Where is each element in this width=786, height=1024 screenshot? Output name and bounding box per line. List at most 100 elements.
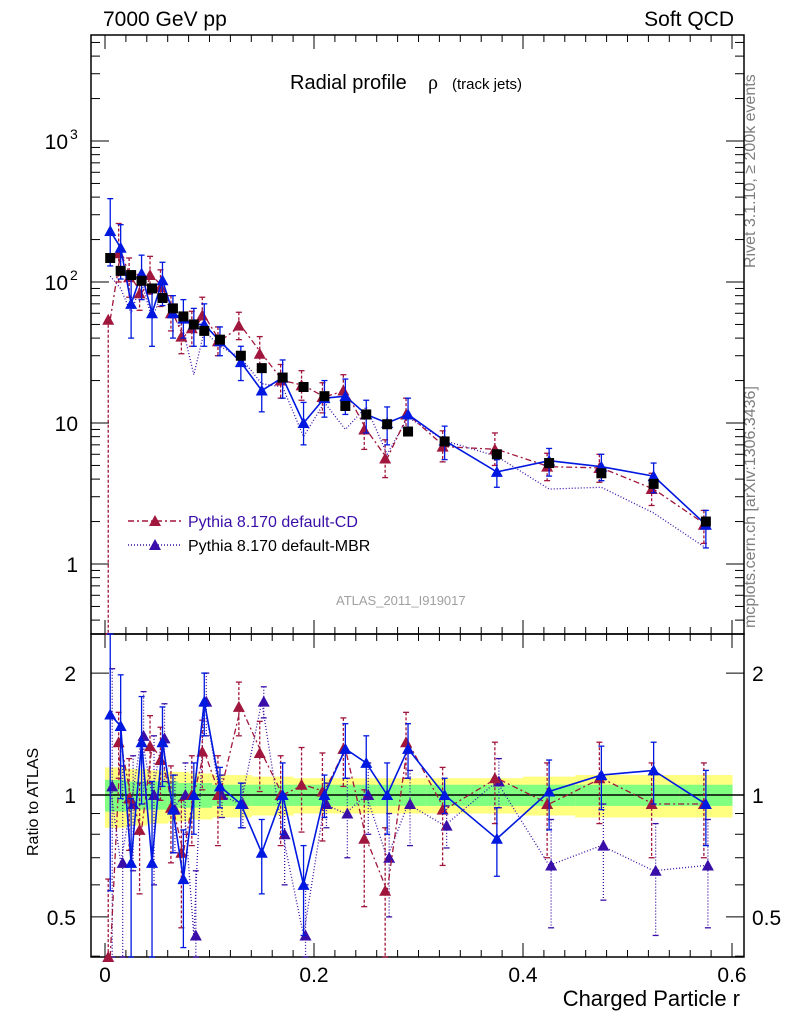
ratio-marker-mbr-dotted: [320, 798, 333, 810]
marker-data: [491, 449, 502, 460]
ratio-marker-mbr-dotted: [597, 839, 610, 851]
marker-data: [700, 516, 711, 527]
marker-data: [126, 270, 137, 281]
marker-data: [214, 334, 225, 345]
ratio-marker-mbr-dotted: [440, 819, 453, 831]
x-tick-label: 0.6: [717, 964, 746, 987]
analysis-id: ATLAS_2011_I919017: [336, 593, 466, 608]
header-right: Soft QCD: [644, 8, 734, 31]
marker-data: [544, 458, 555, 469]
ratio-marker-mbr-dotted: [383, 851, 396, 863]
ratio-marker-mbr: [647, 764, 660, 776]
uncertainty-bands: [105, 767, 733, 828]
marker-data: [157, 293, 168, 304]
ratio-y-tick-label: 2: [64, 663, 76, 686]
ratio-plot-frame: 0 0.2 0.4 0.6 0.5 0.5 1 1 2 2: [47, 633, 781, 987]
ratio-marker-cd: [436, 803, 449, 815]
legend-label-cd: Pythia 8.170 default-CD: [188, 514, 358, 531]
ratio-marker-cd: [488, 772, 501, 784]
y-tick-label: 10: [45, 272, 68, 295]
x-tick-label: 0: [99, 964, 111, 987]
ratio-marker-cd: [295, 778, 308, 790]
ratio-marker-mbr-dotted: [257, 695, 270, 707]
marker-mbr: [339, 390, 352, 402]
ratio-marker-mbr-dotted: [404, 798, 417, 810]
marker-cd: [232, 319, 245, 331]
ratio-marker-mbr: [339, 742, 352, 754]
marker-data: [277, 372, 288, 383]
ratio-marker-mbr: [595, 769, 608, 781]
ratio-marker-mbr: [360, 756, 373, 768]
ratio-marker-mbr: [187, 789, 200, 800]
marker-data: [340, 400, 351, 411]
ratio-y-tick-label: 0.5: [47, 907, 76, 930]
marker-data: [235, 350, 246, 361]
marker-data: [105, 252, 116, 263]
marker-data: [178, 311, 189, 322]
ratio-marker-cd: [541, 798, 554, 810]
ratio-marker-mbr-dotted: [137, 729, 150, 741]
legend-marker-cd: [149, 515, 161, 526]
ratio-marker-mbr: [381, 789, 394, 800]
ratio-marker-mbr-dotted: [701, 859, 714, 871]
ratio-marker-mbr: [198, 695, 211, 707]
ratio-marker-cd: [196, 745, 209, 757]
ratio-marker-mbr: [234, 798, 247, 810]
marker-mbr: [490, 465, 503, 477]
marker-mbr: [146, 307, 159, 319]
y-tick-label: 10: [55, 413, 78, 436]
marker-data: [256, 363, 267, 374]
marker-data: [361, 409, 372, 420]
ratio-marker-cd: [358, 832, 371, 844]
ratio-marker-mbr-dotted: [341, 807, 354, 819]
marker-mbr: [297, 417, 310, 428]
ratio-marker-mbr-dotted: [116, 856, 129, 868]
legend-label-mbr: Pythia 8.170 default-MBR: [188, 538, 370, 555]
marker-data: [167, 303, 178, 314]
marker-mbr: [125, 297, 138, 309]
marker-mbr: [156, 274, 169, 286]
ratio-marker-mbr: [104, 708, 117, 720]
ratio-y-tick-label-right: 0.5: [752, 907, 781, 930]
ratio-marker-mbr-dotted: [106, 780, 119, 792]
ratio-marker-cd: [175, 846, 188, 858]
y-tick-label: 1: [66, 554, 78, 577]
series-mbr-dotted-line: [109, 275, 707, 549]
y-tick-exponent: 3: [70, 126, 78, 142]
chart-title: Radial profile: [290, 72, 407, 94]
marker-cd: [196, 309, 209, 321]
ratio-marker-cd: [400, 736, 413, 748]
ratio-marker-mbr: [255, 846, 268, 858]
marker-data: [115, 265, 126, 276]
ratio-marker-mbr: [213, 780, 226, 792]
marker-data: [188, 319, 199, 330]
series-mbr-line: [109, 230, 707, 526]
ratio-y-tick-label-right: 2: [752, 663, 764, 686]
ratio-marker-mbr: [490, 832, 503, 844]
marker-data: [319, 391, 330, 402]
marker-data: [439, 436, 450, 447]
ratio-marker-cd: [102, 951, 115, 962]
marker-cd: [253, 347, 266, 359]
series-layer: [102, 198, 714, 962]
ratio-y-tick-label-right: 1: [752, 785, 764, 808]
ratio-marker-mbr: [699, 798, 712, 810]
ratio-marker-mbr: [177, 873, 190, 885]
ratio-marker-mbr: [318, 789, 331, 800]
ratio-marker-mbr: [543, 785, 556, 797]
marker-cd: [102, 313, 115, 325]
ratio-marker-mbr: [276, 789, 289, 800]
ratio-marker-cd: [232, 700, 245, 712]
marker-data: [147, 283, 158, 294]
ratio-marker-mbr: [114, 720, 127, 732]
series-cd-line: [109, 250, 707, 526]
marker-data: [199, 325, 210, 336]
ratio-marker-cd: [144, 740, 157, 752]
marker-data: [298, 382, 309, 393]
marker-data: [596, 468, 607, 479]
marker-data: [382, 419, 393, 430]
x-tick-label: 0.2: [299, 964, 328, 987]
marker-mbr: [402, 408, 415, 420]
